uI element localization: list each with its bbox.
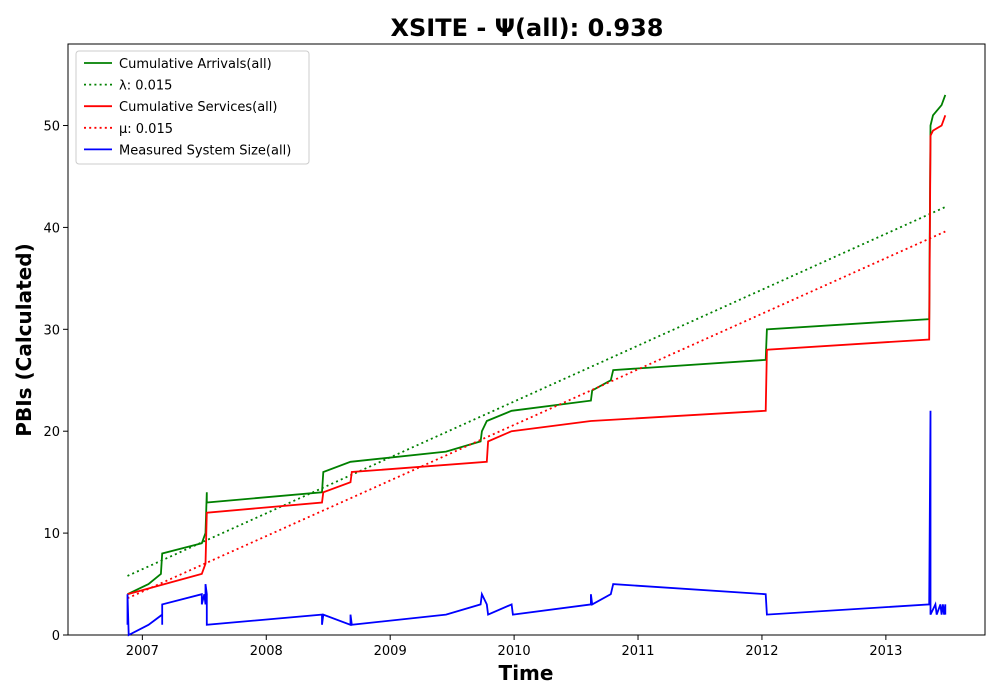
y-axis: 0 10 20 30 40 50 [43,120,68,644]
series-line-1 [127,206,946,577]
y-tick-label: 30 [43,323,60,338]
x-tick-label: 2011 [621,644,654,659]
series-line-3 [127,230,946,600]
x-tick-label: 2012 [745,644,778,659]
y-tick-label: 50 [43,120,60,135]
x-tick-label: 2009 [374,644,407,659]
series-line-2 [127,114,947,596]
legend-label: Cumulative Arrivals(all) [119,57,272,72]
series-line-0 [127,94,947,596]
y-axis-label: PBIs (Calculated) [12,243,36,436]
series-line-4 [126,410,947,637]
x-tick-label: 2007 [126,644,159,659]
series-layer [126,94,947,637]
x-axis: 2007 2008 2009 2010 2011 2012 2013 [126,635,902,659]
y-tick-label: 20 [43,425,60,440]
legend-label: Measured System Size(all) [119,143,291,158]
y-tick-label: 40 [43,221,60,236]
legend-label: λ: 0.015 [119,79,172,94]
x-tick-label: 2010 [498,644,531,659]
legend-frame [75,50,310,165]
legend-label: Cumulative Services(all) [119,100,277,115]
chart-title: XSITE - Ψ(all): 0.938 [391,14,664,42]
y-tick-label: 0 [52,629,60,644]
y-tick-label: 10 [43,527,60,542]
legend-label: μ: 0.015 [119,122,173,137]
x-axis-label: Time [499,661,554,685]
x-tick-label: 2013 [869,644,902,659]
x-tick-label: 2008 [250,644,283,659]
plot-area [67,43,986,636]
legend: Cumulative Arrivals(all) λ: 0.015 Cumulati… [75,50,310,165]
